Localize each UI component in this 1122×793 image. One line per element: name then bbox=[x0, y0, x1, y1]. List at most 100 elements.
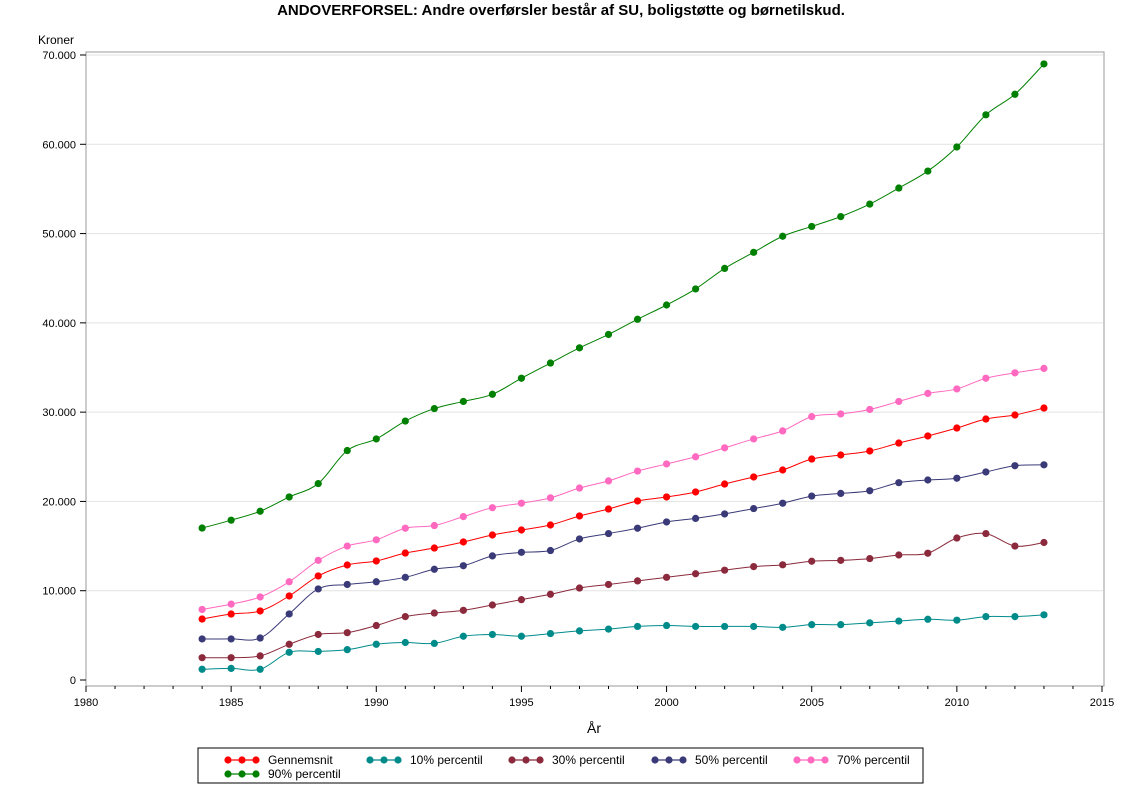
data-point bbox=[285, 578, 293, 586]
data-point bbox=[401, 573, 409, 581]
legend-marker bbox=[508, 756, 516, 764]
data-point bbox=[779, 499, 787, 507]
data-point bbox=[314, 585, 322, 593]
series-gennemsnit bbox=[198, 404, 1048, 623]
data-point bbox=[401, 638, 409, 647]
data-point bbox=[488, 630, 496, 639]
data-point bbox=[808, 492, 816, 500]
data-point bbox=[198, 635, 206, 643]
data-point bbox=[198, 654, 206, 662]
data-point bbox=[256, 607, 264, 615]
x-tick-label: 2015 bbox=[1090, 697, 1114, 709]
data-point bbox=[1040, 60, 1048, 68]
legend-marker bbox=[224, 756, 232, 764]
data-point bbox=[575, 484, 584, 492]
data-point bbox=[604, 330, 613, 339]
data-point bbox=[808, 413, 816, 421]
data-point bbox=[575, 512, 584, 520]
x-axis-label: År bbox=[587, 720, 601, 736]
data-point bbox=[895, 479, 903, 487]
data-point bbox=[227, 610, 235, 618]
x-tick-label: 1990 bbox=[364, 697, 388, 709]
data-point bbox=[198, 665, 206, 673]
data-point bbox=[721, 480, 729, 488]
data-point bbox=[314, 630, 322, 639]
data-point bbox=[692, 453, 700, 461]
data-point bbox=[982, 374, 990, 382]
data-point bbox=[662, 493, 671, 501]
data-point bbox=[198, 605, 206, 614]
data-point bbox=[662, 301, 671, 309]
data-point bbox=[837, 451, 845, 459]
legend-label: 90% percentil bbox=[268, 767, 341, 781]
data-point bbox=[924, 615, 932, 623]
legend-item: Gennemsnit bbox=[224, 753, 333, 767]
data-point bbox=[633, 577, 642, 585]
data-point bbox=[198, 524, 206, 532]
data-point bbox=[517, 526, 526, 534]
data-point bbox=[546, 521, 555, 529]
x-tick-label: 2000 bbox=[654, 697, 678, 709]
data-point bbox=[721, 510, 729, 518]
data-point bbox=[459, 538, 467, 546]
series-line bbox=[202, 464, 1044, 641]
legend-marker bbox=[380, 756, 388, 764]
data-point bbox=[895, 439, 903, 447]
legend-label: 10% percentil bbox=[410, 753, 483, 767]
data-point bbox=[343, 580, 351, 589]
data-point bbox=[808, 557, 816, 565]
legend-label: 70% percentil bbox=[837, 753, 910, 767]
data-point bbox=[343, 629, 351, 637]
data-point bbox=[517, 374, 526, 382]
data-point bbox=[401, 417, 409, 425]
data-point bbox=[633, 622, 642, 631]
x-tick-label: 1995 bbox=[509, 697, 533, 709]
data-point bbox=[808, 455, 816, 463]
data-point bbox=[488, 531, 496, 539]
data-point bbox=[401, 549, 409, 557]
legend-marker bbox=[679, 756, 687, 764]
data-point bbox=[517, 499, 526, 507]
data-point bbox=[633, 497, 642, 505]
legend-item: 10% percentil bbox=[366, 753, 483, 767]
data-point bbox=[1011, 462, 1019, 470]
y-tick-label: 60.000 bbox=[42, 139, 76, 151]
data-point bbox=[285, 592, 293, 600]
plot-frame bbox=[85, 51, 1105, 687]
data-point bbox=[924, 476, 932, 484]
series-line bbox=[201, 63, 1045, 529]
data-point bbox=[256, 665, 264, 673]
data-point bbox=[866, 487, 874, 495]
data-point bbox=[808, 222, 816, 231]
data-point bbox=[1040, 611, 1048, 619]
data-point bbox=[488, 504, 496, 512]
legend-marker bbox=[807, 756, 815, 764]
data-point bbox=[1011, 90, 1019, 98]
legend-marker bbox=[821, 756, 829, 764]
data-point bbox=[721, 622, 729, 631]
data-point bbox=[285, 493, 293, 501]
data-point bbox=[750, 622, 758, 631]
data-point bbox=[662, 573, 671, 581]
data-point bbox=[227, 654, 235, 662]
data-point bbox=[982, 529, 990, 538]
data-point bbox=[575, 535, 584, 543]
data-point bbox=[866, 405, 874, 414]
legend-marker bbox=[651, 756, 659, 764]
legend-marker bbox=[224, 770, 232, 778]
data-point bbox=[604, 625, 613, 633]
x-tick-label: 1985 bbox=[219, 697, 243, 709]
data-point bbox=[459, 513, 467, 521]
series-line bbox=[202, 367, 1045, 610]
series-line bbox=[202, 614, 1044, 671]
data-point bbox=[692, 622, 700, 631]
data-point bbox=[517, 596, 526, 604]
data-point bbox=[953, 385, 961, 393]
data-point bbox=[1011, 369, 1019, 377]
data-point bbox=[837, 410, 845, 418]
data-point bbox=[459, 562, 467, 570]
data-point bbox=[517, 632, 526, 640]
data-point bbox=[372, 435, 380, 443]
series-70-percentil bbox=[198, 364, 1048, 614]
data-point bbox=[343, 542, 351, 550]
